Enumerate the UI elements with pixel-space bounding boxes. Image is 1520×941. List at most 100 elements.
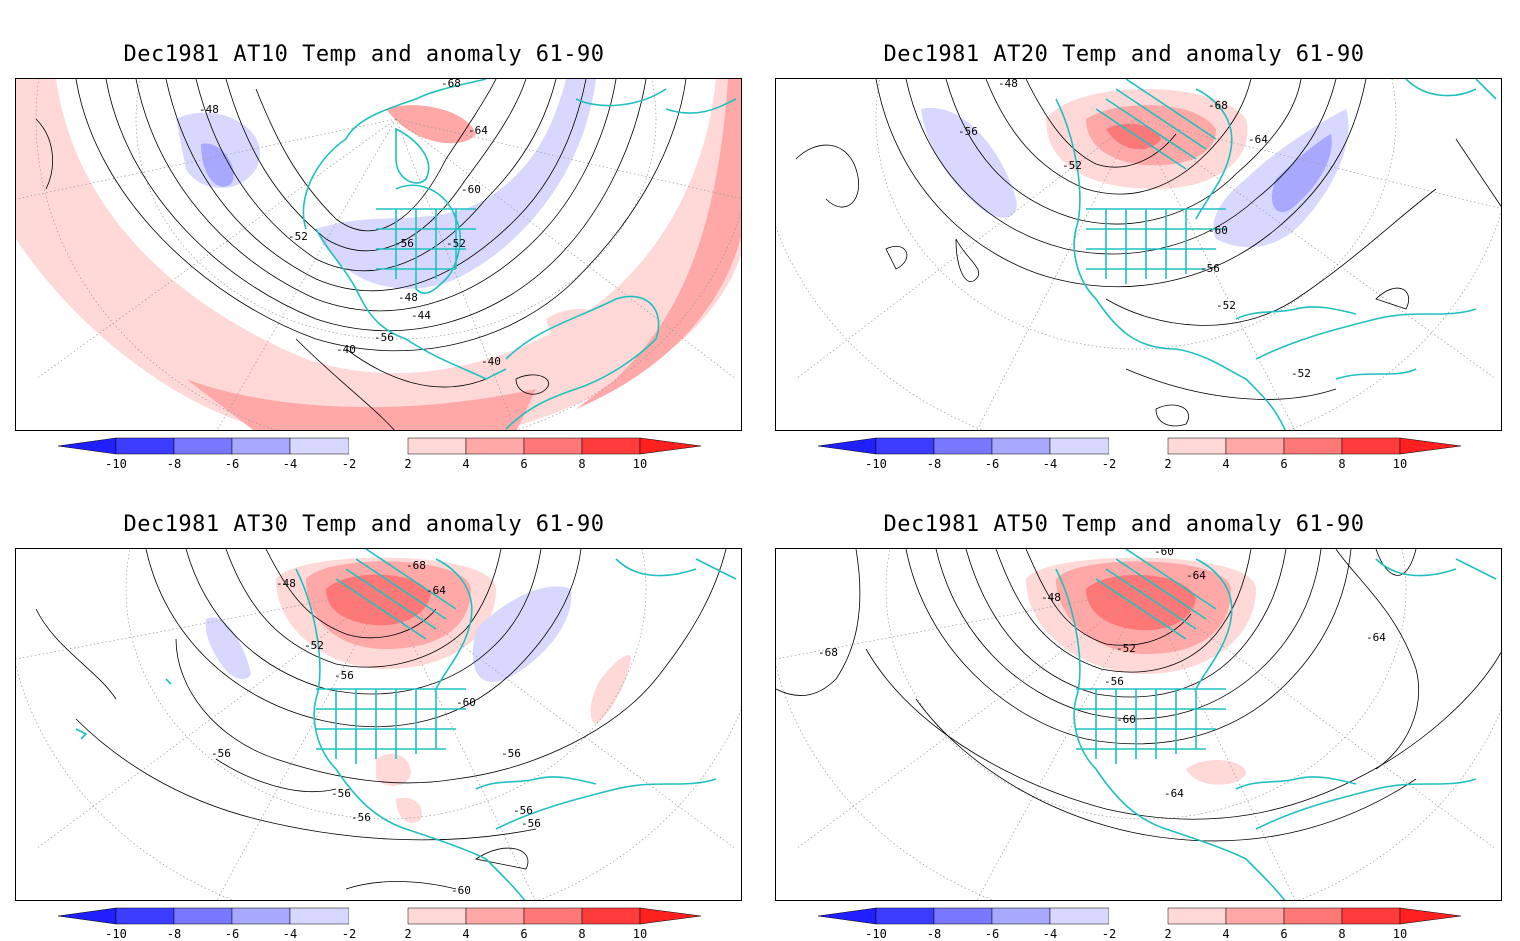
coastlines [1055, 549, 1497, 900]
anomaly-shading [1026, 557, 1256, 785]
svg-text:-56: -56 [334, 669, 354, 682]
svg-text:-52: -52 [1216, 299, 1236, 312]
colorbar-label: -4 [282, 927, 298, 941]
svg-text:-64: -64 [468, 124, 488, 137]
colorbar-label: 4 [462, 457, 470, 471]
coastlines [302, 79, 737, 430]
colorbar-label: 2 [1164, 457, 1172, 471]
colorbar-label: 6 [520, 457, 528, 471]
colorbar-label: -2 [341, 457, 357, 471]
svg-text:-52: -52 [1116, 642, 1136, 655]
colorbar-label: 8 [1338, 927, 1346, 941]
lat-lon-grid [16, 549, 741, 900]
svg-text:-56: -56 [351, 811, 371, 824]
map-at30: -68 -48 -64 -52 -56 -60 -56 -56 -56 -56 … [15, 548, 742, 901]
svg-text:-64: -64 [1186, 569, 1206, 582]
colorbar-label: 10 [632, 927, 648, 941]
contour-labels: -68 -48 -64 -52 -56 -60 -56 -56 -56 -56 … [211, 559, 541, 897]
svg-text:-56: -56 [1200, 262, 1220, 275]
svg-text:-60: -60 [461, 183, 481, 196]
svg-text:-64: -64 [1366, 631, 1386, 644]
colorbar-label: -4 [1042, 927, 1058, 941]
panel-title: Dec1981 AT50 Temp and anomaly 61-90 [883, 512, 1365, 537]
colorbar-label: 8 [1338, 457, 1346, 471]
coastlines [1055, 79, 1497, 430]
colorbar-label: -2 [1101, 457, 1117, 471]
colorbar-label: -4 [1042, 457, 1058, 471]
panel-title: Dec1981 AT20 Temp and anomaly 61-90 [883, 42, 1365, 67]
panel-at30: Dec1981 AT30 Temp and anomaly 61-90 [0, 470, 742, 941]
svg-text:-56: -56 [1104, 675, 1124, 688]
colorbar-label: 2 [404, 927, 412, 941]
panel-at20: Dec1981 AT20 Temp and anomaly 61-90 [760, 0, 1502, 471]
temperature-contours [35, 79, 687, 430]
colorbar-label: 4 [1222, 457, 1230, 471]
panel-title: Dec1981 AT10 Temp and anomaly 61-90 [123, 42, 605, 67]
anomaly-shading [205, 557, 631, 823]
colorbar-label: -8 [166, 457, 182, 471]
svg-text:-60: -60 [451, 884, 471, 897]
lat-lon-grid [16, 79, 741, 430]
svg-text:-52: -52 [1062, 159, 1082, 172]
colorbar-label: -4 [282, 457, 298, 471]
svg-text:-56: -56 [513, 804, 533, 817]
colorbar-label: 10 [1392, 927, 1408, 941]
svg-text:-40: -40 [336, 343, 356, 356]
panel-at50: Dec1981 AT50 Temp and anomaly 61-90 [760, 470, 1502, 941]
colorbar-label: -6 [984, 927, 1000, 941]
colorbar-label: -10 [865, 927, 887, 941]
svg-text:-68: -68 [406, 559, 426, 572]
colorbar-label: -8 [926, 457, 942, 471]
colorbar-label: 10 [632, 457, 648, 471]
svg-text:-68: -68 [1208, 99, 1228, 112]
svg-text:-48: -48 [398, 291, 418, 304]
colorbar-label: 4 [1222, 927, 1230, 941]
contour-labels: -68 -48 -64 -60 -52 -56 -52 -48 -44 -56 … [199, 79, 501, 368]
colorbar: -10 -8 -6 -4 -2 2 4 6 8 10 [818, 437, 1463, 471]
svg-text:-56: -56 [521, 817, 541, 830]
svg-text:-56: -56 [211, 747, 231, 760]
colorbar-label: -10 [105, 927, 127, 941]
svg-text:-56: -56 [501, 747, 521, 760]
svg-text:-44: -44 [411, 309, 431, 322]
svg-text:-52: -52 [1291, 367, 1311, 380]
colorbar: -10 -8 -6 -4 -2 2 4 6 8 10 [58, 907, 703, 941]
panel-at10: Dec1981 AT10 Temp and anomaly 61-90 [0, 0, 742, 471]
colorbar-label: 6 [1280, 457, 1288, 471]
svg-text:-64: -64 [426, 584, 446, 597]
colorbar-label: -2 [341, 927, 357, 941]
svg-text:-48: -48 [998, 79, 1018, 90]
svg-text:-48: -48 [276, 577, 296, 590]
lat-lon-grid [776, 549, 1501, 900]
svg-text:-60: -60 [1208, 224, 1228, 237]
colorbar-label: 8 [578, 927, 586, 941]
colorbar-label: -6 [984, 457, 1000, 471]
lat-lon-grid [776, 79, 1501, 430]
colorbar-label: 6 [1280, 927, 1288, 941]
svg-text:-64: -64 [1164, 787, 1184, 800]
colorbar-label: 2 [1164, 927, 1172, 941]
svg-text:-52: -52 [446, 237, 466, 250]
contour-labels: -60 -48 -64 -68 -52 -64 -56 -60 -64 [818, 549, 1386, 800]
colorbar-label: -10 [105, 457, 127, 471]
map-at20: -48 -68 -56 -64 -52 -60 -56 -52 -52 [775, 78, 1502, 431]
svg-text:-52: -52 [304, 639, 324, 652]
colorbar-label: -2 [1101, 927, 1117, 941]
svg-text:-68: -68 [818, 646, 838, 659]
anomaly-shading [16, 79, 741, 430]
map-at10: -68 -48 -64 -60 -52 -56 -52 -48 -44 -56 … [15, 78, 742, 431]
svg-text:-64: -64 [1248, 133, 1268, 146]
svg-text:-56: -56 [331, 787, 351, 800]
map-at50: -60 -48 -64 -68 -52 -64 -56 -60 -64 [775, 548, 1502, 901]
colorbar: -10 -8 -6 -4 -2 2 4 6 8 10 [818, 907, 1463, 941]
panel-title: Dec1981 AT30 Temp and anomaly 61-90 [123, 512, 605, 537]
colorbar-label: -6 [224, 927, 240, 941]
colorbar-label: 2 [404, 457, 412, 471]
coastlines [75, 549, 737, 900]
svg-text:-56: -56 [394, 237, 414, 250]
anomaly-shading [921, 89, 1349, 248]
svg-text:-68: -68 [441, 79, 461, 90]
colorbar-label: 10 [1392, 457, 1408, 471]
colorbar-label: -8 [926, 927, 942, 941]
svg-text:-60: -60 [456, 696, 476, 709]
